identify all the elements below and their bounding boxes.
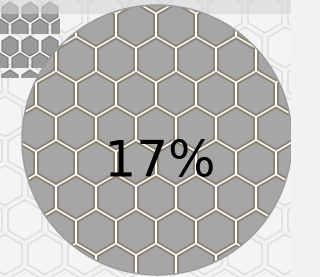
page: 17% (() => { const data = JSON.parse(doc… bbox=[0, 0, 291, 277]
progress-widget: 17% bbox=[0, 0, 291, 277]
progress-label: 17% bbox=[104, 131, 215, 189]
